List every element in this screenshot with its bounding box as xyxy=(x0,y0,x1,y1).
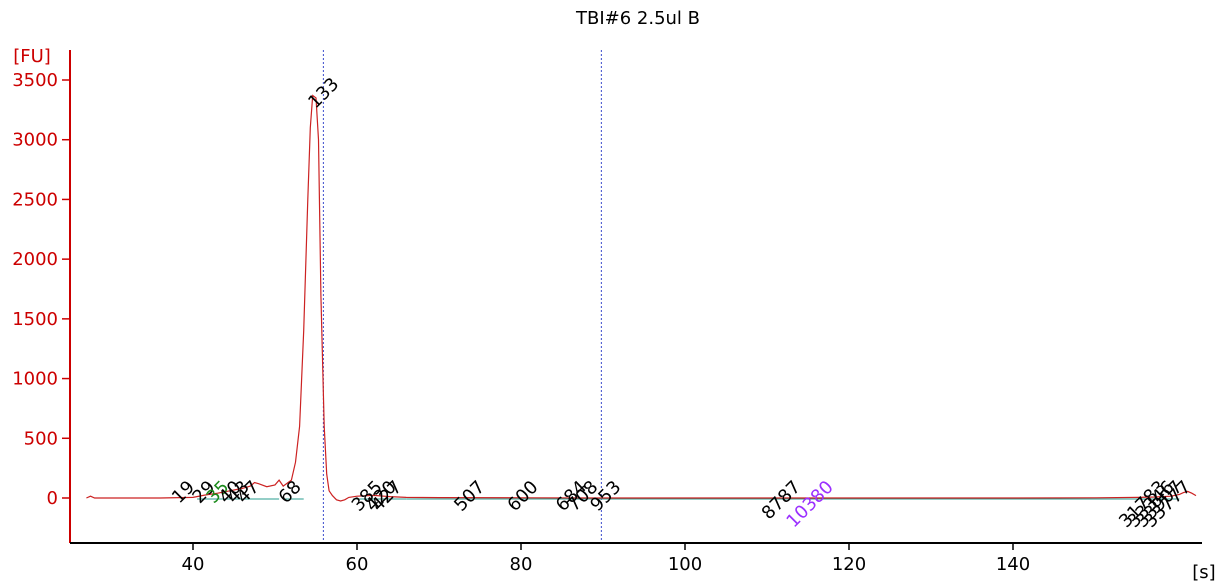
marker-lines xyxy=(322,50,602,543)
y-axis-unit: [FU] xyxy=(13,46,51,67)
y-tick-label: 2000 xyxy=(12,249,58,270)
y-tick-label: 1500 xyxy=(12,309,58,330)
peak-label: 68 xyxy=(275,477,306,508)
peak-label: 133 xyxy=(304,74,343,113)
axes xyxy=(69,50,1202,544)
signal-trace xyxy=(86,94,1197,502)
chart-title: TBI#6 2.5ul B xyxy=(575,8,700,29)
y-tick-label: 1000 xyxy=(12,369,58,390)
x-tick-label: 40 xyxy=(182,554,205,575)
y-tick-label: 0 xyxy=(47,488,58,509)
x-tick-label: 140 xyxy=(996,554,1030,575)
peak-label: 600 xyxy=(503,477,542,516)
x-tick-label: 100 xyxy=(668,554,702,575)
y-tick-label: 2500 xyxy=(12,189,58,210)
y-tick-label: 3000 xyxy=(12,130,58,151)
x-tick-label: 60 xyxy=(346,554,369,575)
y-tick-label: 500 xyxy=(24,428,58,449)
x-tick-label: 80 xyxy=(510,554,533,575)
x-tick-label: 120 xyxy=(832,554,866,575)
y-ticks: 0 500 1000 1500 2000 2500 3000 3500 xyxy=(12,70,70,509)
x-ticks: 40 60 80 100 120 140 xyxy=(182,543,1030,575)
y-tick-label: 3500 xyxy=(12,70,58,91)
x-axis-unit: [s] xyxy=(1192,562,1215,583)
peak-label: 507 xyxy=(450,477,489,516)
